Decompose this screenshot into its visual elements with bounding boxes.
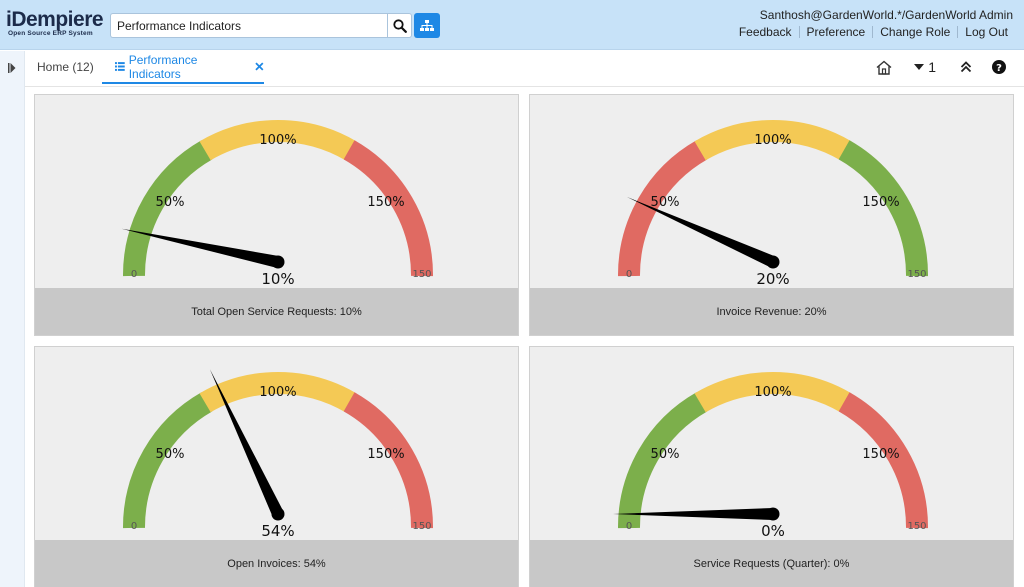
gauge-needle-hub bbox=[271, 507, 285, 521]
gauge-panel[interactable]: 50% 100% 150% 0 150 54% Open Invoices: 54% bbox=[34, 346, 519, 587]
gauge-tick-label: 150% bbox=[367, 447, 404, 462]
gauge-tick-label: 100% bbox=[259, 385, 296, 400]
gauge-tick-label: 100% bbox=[754, 385, 791, 400]
link-divider bbox=[872, 26, 874, 38]
gauge-label: Total Open Service Requests: 10% bbox=[35, 288, 518, 335]
tab-performance-indicators[interactable]: Performance Indicators bbox=[102, 51, 264, 84]
home-button[interactable] bbox=[876, 60, 892, 75]
gauge-label: Invoice Revenue: 20% bbox=[530, 288, 1013, 335]
gauge-band-red bbox=[617, 140, 708, 277]
gauge-band-green bbox=[838, 140, 929, 277]
left-panel-collapsed bbox=[0, 51, 25, 587]
gauge-tick-label: 50% bbox=[651, 447, 680, 462]
gauge-panel[interactable]: 50% 100% 150% 0 150 0% Service Requests (Quar… bbox=[529, 346, 1014, 587]
logo-text: iDempiere bbox=[6, 8, 104, 31]
gauge-band-red bbox=[343, 392, 434, 529]
preference-link[interactable]: Preference bbox=[806, 25, 866, 39]
gauge-label: Open Invoices: 54% bbox=[35, 540, 518, 587]
gauge-min-label: 0 bbox=[626, 269, 632, 280]
gauge-needle bbox=[613, 508, 773, 520]
gauge-panel[interactable]: 50% 100% 150% 0 150 10% Total Open Service Re… bbox=[34, 94, 519, 336]
gauge-label: Service Requests (Quarter): 0% bbox=[530, 540, 1013, 587]
gauge-max-label: 150 bbox=[907, 269, 926, 280]
gauge-band-green bbox=[122, 392, 213, 529]
gauge-value-label: 54% bbox=[261, 522, 294, 540]
gauge-band-yellow bbox=[694, 371, 852, 413]
window-count: 1 bbox=[928, 59, 936, 75]
window-tabbar: Home (12) Performance Indicators 1 bbox=[25, 51, 1024, 87]
gauge-tick-label: 50% bbox=[156, 195, 185, 210]
gauge-value-label: 0% bbox=[761, 522, 785, 540]
gauge-panel[interactable]: 50% 100% 150% 0 150 20% Invoice Revenue: 20% bbox=[529, 94, 1014, 336]
help-icon: ? bbox=[992, 60, 1006, 74]
gauge-tick-label: 50% bbox=[156, 447, 185, 462]
list-icon bbox=[115, 62, 125, 71]
gauge-chart: 50% 100% 150% 0 150 0% bbox=[613, 371, 929, 540]
link-divider bbox=[957, 26, 959, 38]
gauge-tick-label: 100% bbox=[259, 133, 296, 148]
gauge-band-green bbox=[122, 140, 213, 277]
gauge-chart: 50% 100% 150% 0 150 10% bbox=[121, 119, 434, 288]
header-links: Feedback Preference Change Role Log Out bbox=[732, 25, 1015, 39]
gauge-min-label: 0 bbox=[131, 521, 137, 532]
gauge-min-label: 0 bbox=[131, 269, 137, 280]
gauge-min-label: 0 bbox=[626, 521, 632, 532]
gauge-tick-label: 150% bbox=[862, 195, 899, 210]
search-icon bbox=[392, 18, 407, 33]
menu-tree-button[interactable] bbox=[414, 13, 440, 38]
help-button[interactable]: ? bbox=[992, 60, 1006, 74]
sitemap-icon bbox=[420, 19, 434, 31]
gauge-needle-hub bbox=[766, 255, 780, 269]
svg-text:?: ? bbox=[996, 63, 1002, 74]
gauge-needle bbox=[626, 196, 776, 268]
performance-dashboard: 50% 100% 150% 0 150 10% Total Open Service Re… bbox=[25, 88, 1024, 587]
gauge-tick-label: 100% bbox=[754, 133, 791, 148]
close-icon[interactable] bbox=[255, 62, 264, 71]
global-search-input[interactable]: Performance Indicators bbox=[110, 13, 387, 38]
gauge-tick-label: 150% bbox=[367, 195, 404, 210]
idempiere-logo[interactable]: iDempiere Open Source ERP System bbox=[6, 9, 108, 39]
double-chevron-up-icon bbox=[960, 61, 972, 73]
user-role-info: Santhosh@GardenWorld.*/GardenWorld Admin bbox=[759, 8, 1013, 22]
gauge-value-label: 10% bbox=[261, 270, 294, 288]
gauge-band-red bbox=[838, 392, 929, 529]
tab-tools: 1 ? bbox=[858, 59, 1006, 75]
gauge-max-label: 150 bbox=[412, 269, 431, 280]
feedback-link[interactable]: Feedback bbox=[738, 25, 792, 39]
logout-link[interactable]: Log Out bbox=[965, 25, 1008, 39]
tab-label: Performance Indicators bbox=[128, 52, 198, 81]
gauge-band-yellow bbox=[199, 119, 357, 161]
gauge-band-red bbox=[343, 140, 434, 277]
gauge-needle-hub bbox=[766, 507, 780, 521]
expand-panel-icon[interactable] bbox=[8, 63, 16, 73]
link-divider bbox=[798, 26, 800, 38]
logo-tagline: Open Source ERP System bbox=[8, 30, 93, 37]
gauge-tick-label: 50% bbox=[651, 195, 680, 210]
window-switcher[interactable]: 1 bbox=[914, 59, 936, 75]
gauge-tick-label: 150% bbox=[862, 447, 899, 462]
search-button[interactable] bbox=[387, 13, 412, 38]
caret-down-icon bbox=[914, 64, 925, 70]
gauge-max-label: 150 bbox=[412, 521, 431, 532]
tab-home[interactable]: Home (12) bbox=[37, 60, 94, 74]
header-bar: iDempiere Open Source ERP System Perform… bbox=[0, 0, 1024, 50]
collapse-button[interactable] bbox=[960, 61, 972, 73]
gauge-chart: 50% 100% 150% 0 150 54% bbox=[122, 369, 434, 540]
gauge-band-green bbox=[617, 392, 708, 529]
gauge-needle-hub bbox=[271, 255, 285, 269]
change-role-link[interactable]: Change Role bbox=[880, 25, 951, 39]
gauge-needle bbox=[121, 228, 280, 268]
gauge-max-label: 150 bbox=[907, 521, 926, 532]
gauge-needle bbox=[209, 369, 284, 517]
gauge-value-label: 20% bbox=[756, 270, 789, 288]
home-icon bbox=[876, 60, 892, 75]
gauge-band-yellow bbox=[694, 119, 852, 161]
gauge-chart: 50% 100% 150% 0 150 20% bbox=[617, 119, 929, 288]
